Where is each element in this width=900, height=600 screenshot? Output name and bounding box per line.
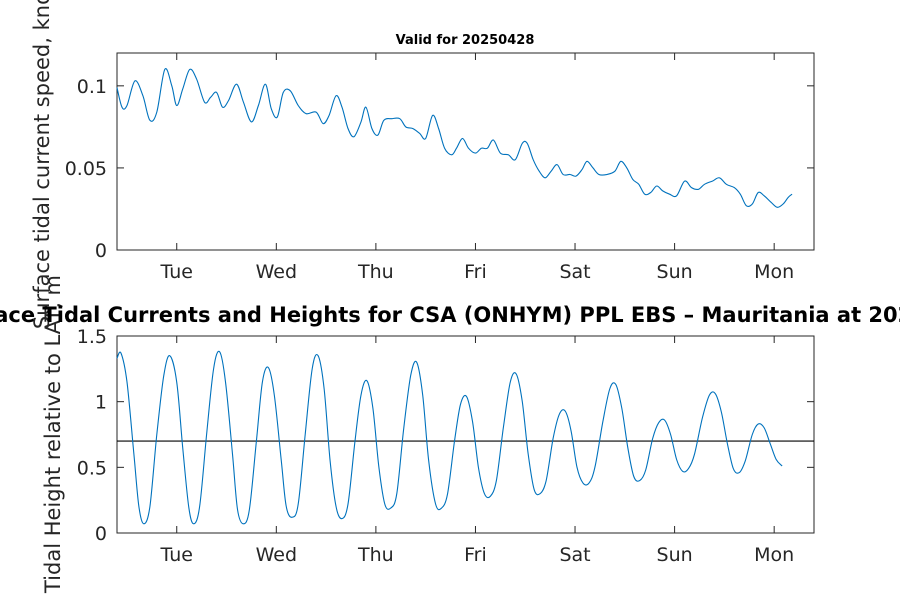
y-tick-label: 1.5 (77, 326, 107, 348)
x-tick-label: Wed (256, 544, 297, 566)
y-tick-label: 0 (95, 240, 107, 262)
x-tick-label: Fri (464, 544, 487, 566)
y-tick-label: 0 (95, 523, 107, 545)
y-tick-label: 1 (95, 392, 107, 414)
x-tick-label: Wed (256, 261, 297, 283)
current-speed-line (116, 68, 793, 208)
valid-date-title: Valid for 20250428 (396, 33, 535, 48)
x-tick-label: Mon (754, 544, 794, 566)
x-tick-label: Thu (357, 261, 394, 283)
x-tick-label: Tue (160, 544, 193, 566)
tidal-height-ylabel: Tidal Height relative to LAT, m (41, 275, 65, 594)
y-tick-label: 0.05 (65, 158, 107, 180)
figure-main-title: Surface Tidal Currents and Heights for C… (0, 303, 900, 327)
current-speed-ylabel: Surface tidal current speed, knots (30, 0, 54, 329)
x-tick-label: Tue (160, 261, 193, 283)
current-speed-panel: Tue Wed Thu Fri Sat Sun Mon 0 0.05 0.1 Valid for … (65, 33, 815, 283)
x-tick-label: Sat (559, 261, 590, 283)
tidal-height-panel: Tue Wed Thu Fri Sat Sun Mon 0 0.5 1 1.5 (77, 326, 815, 566)
x-tick-label: Fri (464, 261, 487, 283)
x-tick-label: Thu (357, 544, 394, 566)
current-speed-axes-frame (116, 52, 815, 251)
tidal-height-axes-frame (116, 335, 815, 534)
x-tick-label: Sun (657, 544, 693, 566)
x-tick-label: Sun (657, 261, 693, 283)
y-tick-label: 0.1 (77, 76, 107, 98)
x-tick-label: Mon (754, 261, 794, 283)
tidal-height-ticks: Tue Wed Thu Fri Sat Sun Mon 0 0.5 1 1.5 (77, 326, 814, 566)
tidal-height-line (116, 350, 783, 525)
current-speed-ticks: Tue Wed Thu Fri Sat Sun Mon 0 0.05 0.1 (65, 53, 814, 283)
x-tick-label: Sat (559, 544, 590, 566)
y-tick-label: 0.5 (77, 457, 107, 479)
